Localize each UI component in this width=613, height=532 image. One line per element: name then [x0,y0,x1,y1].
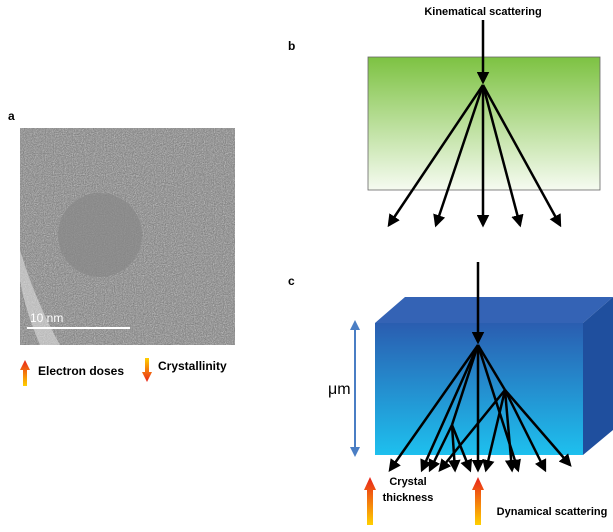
legend-label: Crystallinity [158,359,227,373]
legend-label: Dynamical scattering [497,506,608,518]
up-arrow [364,477,376,525]
crystal-top [375,297,613,323]
up-arrow [472,477,484,525]
down-arrow [142,358,152,382]
panel-label: c [288,274,295,288]
up-arrow [20,360,30,386]
dimension-label: μm [328,381,351,398]
crystal-side [583,297,613,455]
panel-label: b [288,39,295,53]
legend-label: Electron doses [38,364,124,378]
figure: a 10 nm Electron doses Crystallinity b K… [0,0,613,532]
panel-title: Kinematical scattering [424,6,541,18]
legend-label: Crystal [389,476,426,488]
legend-label: thickness [383,492,434,504]
panel-label: a [8,109,15,123]
scale-bar-label: 10 nm [30,311,63,325]
